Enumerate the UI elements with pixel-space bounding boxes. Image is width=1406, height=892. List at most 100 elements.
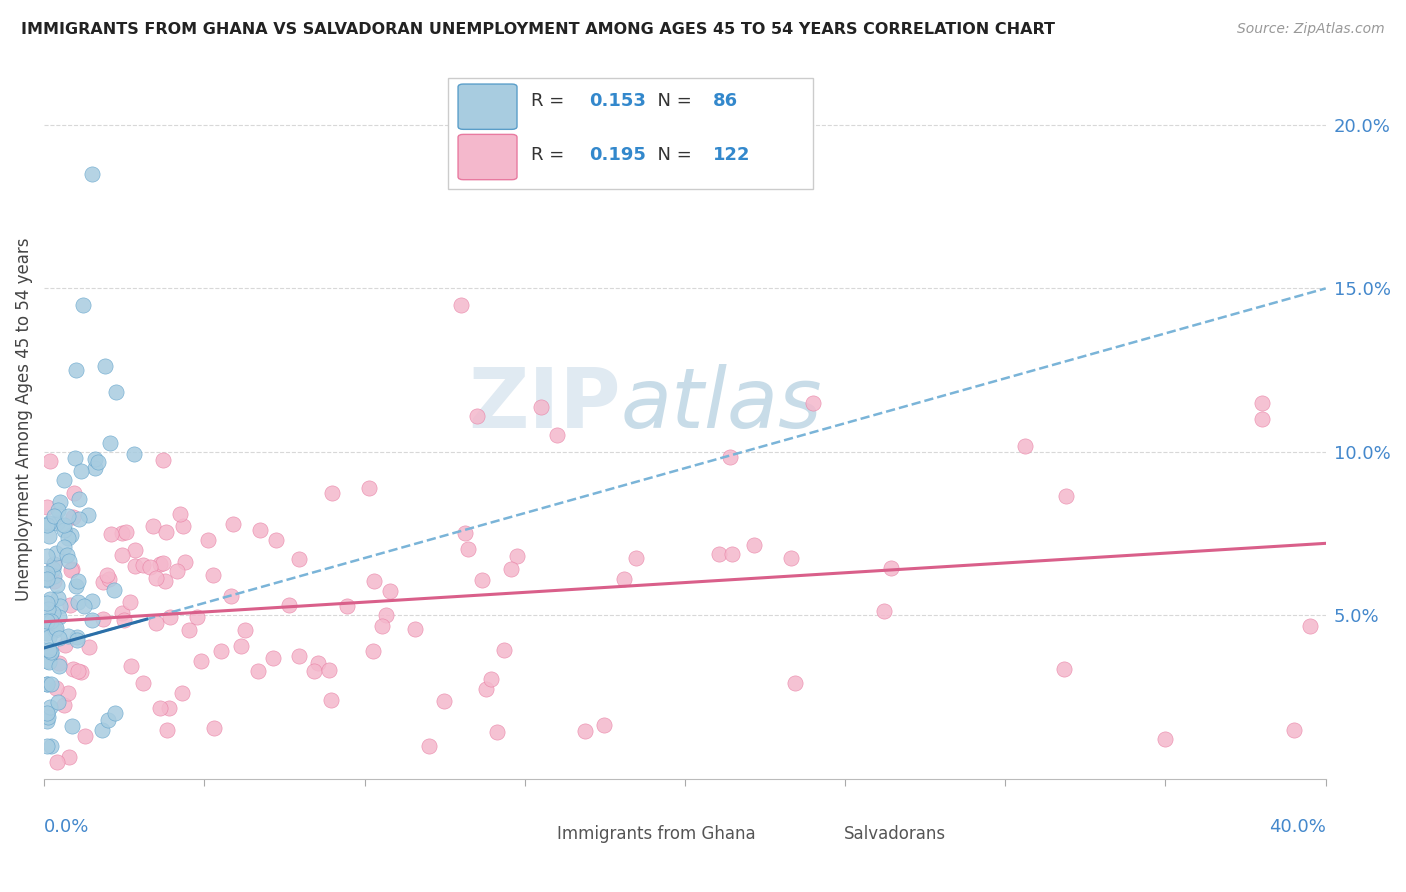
FancyBboxPatch shape <box>796 814 839 846</box>
Text: IMMIGRANTS FROM GHANA VS SALVADORAN UNEMPLOYMENT AMONG AGES 45 TO 54 YEARS CORRE: IMMIGRANTS FROM GHANA VS SALVADORAN UNEM… <box>21 22 1054 37</box>
Point <box>37 626 59 640</box>
Point <box>38 700 60 714</box>
Point <box>404 622 426 636</box>
Point <box>48 599 70 613</box>
Point <box>48 659 70 673</box>
Point <box>465 409 488 424</box>
Point <box>880 561 903 575</box>
Point <box>42 557 65 571</box>
Point <box>37 595 59 609</box>
Point <box>111 525 134 540</box>
Point <box>157 700 180 714</box>
Text: atlas: atlas <box>621 364 823 445</box>
Point <box>288 649 311 664</box>
Point <box>45 546 67 560</box>
Point <box>145 571 167 585</box>
Point <box>42 562 65 576</box>
Point <box>63 485 86 500</box>
Point <box>56 509 79 524</box>
Point <box>73 599 96 614</box>
Point <box>48 494 70 508</box>
Point <box>91 612 114 626</box>
Point <box>52 473 75 487</box>
Point <box>149 700 172 714</box>
Point <box>87 455 110 469</box>
Text: 122: 122 <box>713 146 751 164</box>
Point <box>65 579 87 593</box>
Point <box>1298 619 1320 633</box>
Point <box>105 384 128 399</box>
Point <box>77 508 100 522</box>
Text: 0.195: 0.195 <box>589 146 645 164</box>
Point <box>98 572 121 586</box>
Point <box>321 486 343 500</box>
Point <box>82 167 104 181</box>
Point <box>91 574 114 589</box>
Point <box>66 633 89 648</box>
Point <box>122 447 145 461</box>
Point <box>139 559 162 574</box>
Point <box>186 610 208 624</box>
Point <box>67 512 90 526</box>
Point <box>201 568 224 582</box>
Point <box>60 562 83 576</box>
Point <box>45 578 67 592</box>
Point <box>46 695 69 709</box>
Point <box>84 452 107 467</box>
Point <box>485 724 508 739</box>
Point <box>63 450 86 465</box>
Text: R =: R = <box>531 146 569 164</box>
Point <box>233 623 256 637</box>
Text: ZIP: ZIP <box>468 364 621 445</box>
Point <box>801 396 824 410</box>
Point <box>613 572 636 586</box>
Point <box>59 563 82 577</box>
Point <box>37 706 59 720</box>
Point <box>177 623 200 637</box>
Point <box>37 676 59 690</box>
Point <box>37 710 59 724</box>
Point <box>66 574 89 588</box>
Point <box>246 664 269 678</box>
Point <box>492 643 515 657</box>
Point <box>37 602 59 616</box>
Point <box>44 509 66 524</box>
Point <box>70 665 93 679</box>
Point <box>124 558 146 573</box>
Point <box>278 598 301 612</box>
Point <box>1250 412 1272 426</box>
Point <box>172 686 194 700</box>
Point <box>38 643 60 657</box>
Point <box>37 654 59 668</box>
Point <box>262 651 284 665</box>
Point <box>172 519 194 533</box>
Point <box>44 623 66 637</box>
Point <box>873 604 896 618</box>
Point <box>378 584 401 599</box>
Text: 40.0%: 40.0% <box>1268 818 1326 836</box>
Point <box>82 613 104 627</box>
Point <box>42 574 65 588</box>
Point <box>222 517 245 532</box>
Point <box>418 739 440 753</box>
Text: Source: ZipAtlas.com: Source: ZipAtlas.com <box>1237 22 1385 37</box>
Point <box>159 609 181 624</box>
Point <box>37 676 59 690</box>
Point <box>229 639 252 653</box>
Point <box>779 550 801 565</box>
Point <box>37 500 59 514</box>
Point <box>321 693 343 707</box>
Point <box>97 713 120 727</box>
Point <box>1250 396 1272 410</box>
Point <box>209 644 232 658</box>
Point <box>111 548 134 562</box>
Text: 0.153: 0.153 <box>589 92 645 110</box>
Point <box>152 452 174 467</box>
Point <box>48 610 70 624</box>
Point <box>479 672 502 686</box>
Point <box>433 694 456 708</box>
Point <box>53 523 76 537</box>
Point <box>471 574 494 588</box>
Point <box>506 549 529 563</box>
Point <box>37 714 59 729</box>
